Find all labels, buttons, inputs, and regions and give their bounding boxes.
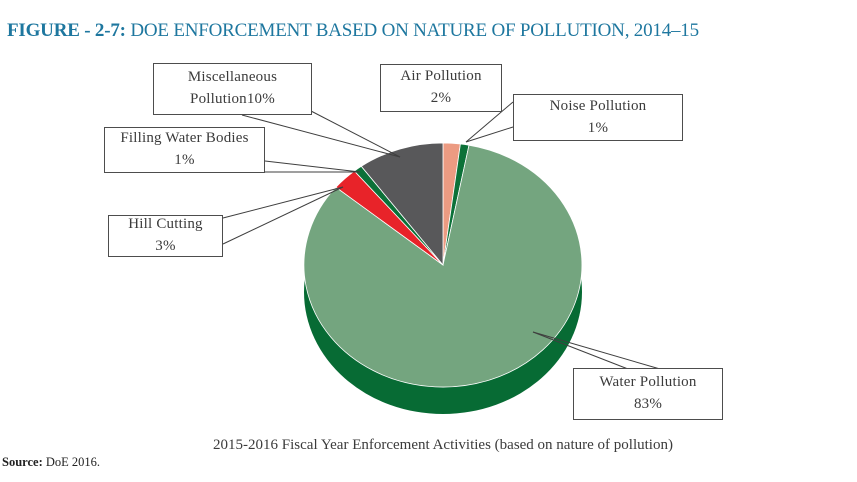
- callout-miscellaneous-pollution: Miscellaneous Pollution10%: [153, 63, 312, 115]
- leader-line-misc: [310, 110, 401, 158]
- callout-value: 83%: [633, 396, 663, 412]
- callout-value: 1%: [587, 119, 609, 136]
- callout-hill-cutting: Hill Cutting 3%: [108, 215, 223, 257]
- callout-noise-pollution: Noise Pollution 1%: [513, 94, 683, 141]
- figure-title: FIGURE - 2-7: DOE ENFORCEMENT BASED ON N…: [7, 20, 699, 42]
- callout-filling-water-bodies: Filling Water Bodies 1%: [104, 127, 265, 173]
- callout-value: 1%: [174, 152, 195, 168]
- leader-line-water: [532, 331, 661, 370]
- source-note: Source: DoE 2016.: [2, 455, 100, 470]
- leader-line-noise: [465, 101, 514, 143]
- source-label: Source:: [2, 455, 43, 469]
- leader-line-filling: [264, 160, 361, 173]
- callout-label: Miscellaneous: [187, 69, 278, 86]
- leader-line-water: [532, 331, 629, 370]
- leader-line-noise: [465, 126, 514, 143]
- pie-slice-water-pollution: [303, 144, 583, 388]
- source-text: DoE 2016.: [42, 455, 101, 469]
- callout-label: Water Pollution: [599, 374, 697, 391]
- callout-label: Air Pollution: [400, 68, 482, 85]
- pie-slice-miscellaneous-pollution: [360, 142, 444, 267]
- leader-line-hill: [222, 186, 344, 245]
- callout-value: 3%: [155, 238, 176, 254]
- callout-label: Filling Water Bodies: [120, 130, 249, 147]
- callout-value: 2%: [430, 90, 452, 106]
- callout-air-pollution: Air Pollution 2%: [380, 64, 502, 112]
- callout-water-pollution: Water Pollution 83%: [573, 368, 723, 420]
- figure-number: FIGURE - 2-7:: [7, 20, 126, 41]
- figure-title-text: DOE ENFORCEMENT BASED ON NATURE OF POLLU…: [125, 20, 699, 41]
- leader-line-hill: [222, 186, 344, 219]
- chart-caption: 2015-2016 Fiscal Year Enforcement Activi…: [213, 437, 673, 453]
- callout-value: Pollution10%: [190, 91, 275, 107]
- callout-label: Noise Pollution: [549, 97, 647, 114]
- callout-label: Hill Cutting: [128, 216, 203, 233]
- leader-line-misc: [241, 114, 401, 158]
